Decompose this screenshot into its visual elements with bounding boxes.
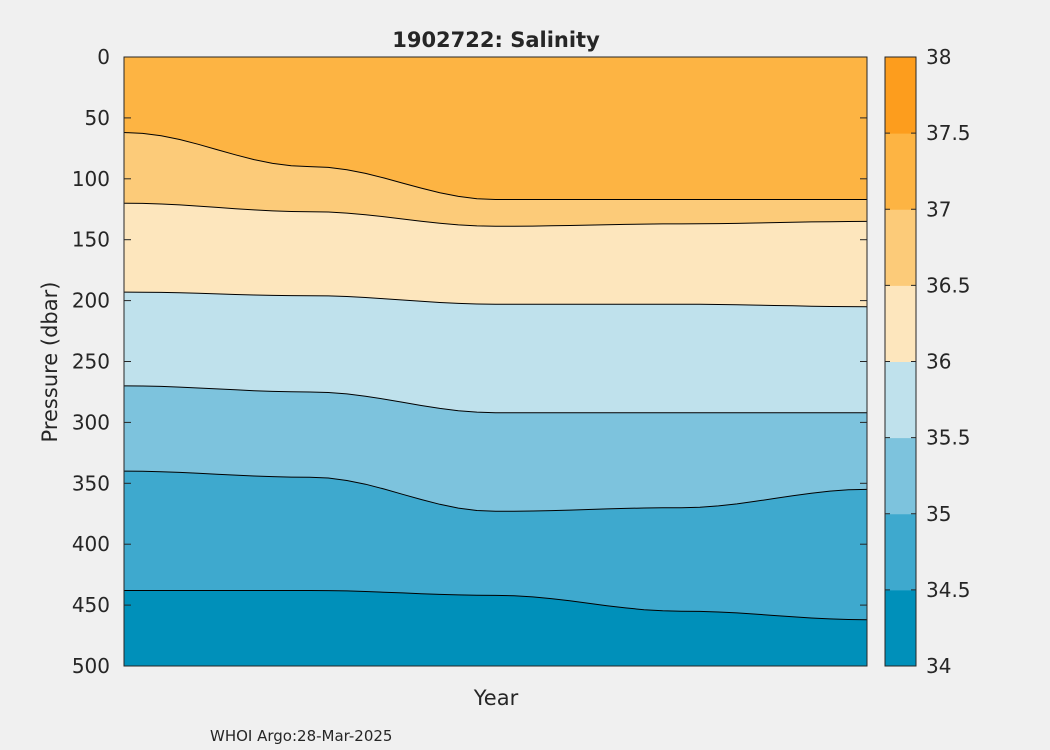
colorbar-band [885,133,916,210]
colorbar-tick-label: 36 [926,350,951,374]
y-tick-label: 400 [72,532,110,556]
y-tick-label: 200 [72,289,110,313]
y-tick-label: 300 [72,410,110,434]
colorbar-tick-label: 37 [926,197,951,221]
colorbar-tick-label: 35 [926,502,951,526]
colorbar-tick-label: 34.5 [926,578,971,602]
y-tick-label: 150 [72,228,110,252]
contour-plot-area: 0 50 100 150 200 250 300 350 400 450 500 [72,45,868,678]
colorbar-band [885,209,916,286]
colorbar-tick-label: 34 [926,654,951,678]
colorbar: 34 34.5 35 35.5 36 36.5 37 37.5 38 [884,45,971,678]
x-axis-label: Year [473,686,519,710]
contour-line-36 [124,291,867,308]
colorbar-tick-label: 38 [926,45,951,69]
y-tick-label: 50 [85,106,110,130]
contour-line-37 [124,132,867,200]
colorbar-tick-label: 37.5 [926,121,971,145]
y-tick-label: 100 [72,167,110,191]
salinity-band-below-34.5 [124,590,867,666]
contour-line-35 [124,470,867,512]
y-tick-label: 250 [72,350,110,374]
contour-line-35.5 [124,385,867,414]
y-tick-label: 350 [72,471,110,495]
y-tick-label: 450 [72,593,110,617]
y-axis-ticks: 0 50 100 150 200 250 300 350 400 450 500 [72,45,867,678]
colorbar-tick-label: 35.5 [926,426,971,450]
colorbar-band [885,589,916,667]
colorbar-band [885,285,916,362]
contour-lines [124,132,867,621]
y-tick-label: 0 [97,45,110,69]
chart-title: 1902722: Salinity [392,28,600,52]
colorbar-band [885,361,916,439]
y-tick-label: 500 [72,654,110,678]
colorbar-band [885,437,916,515]
colorbar-band [885,57,916,134]
y-axis-label: Pressure (dbar) [38,282,62,443]
contour-line-34.5 [124,590,867,621]
credit-text: WHOI Argo:28-Mar-2025 [210,727,392,745]
colorbar-tick-label: 36.5 [926,273,971,297]
contour-line-36.5 [124,202,867,227]
colorbar-band [885,513,916,591]
